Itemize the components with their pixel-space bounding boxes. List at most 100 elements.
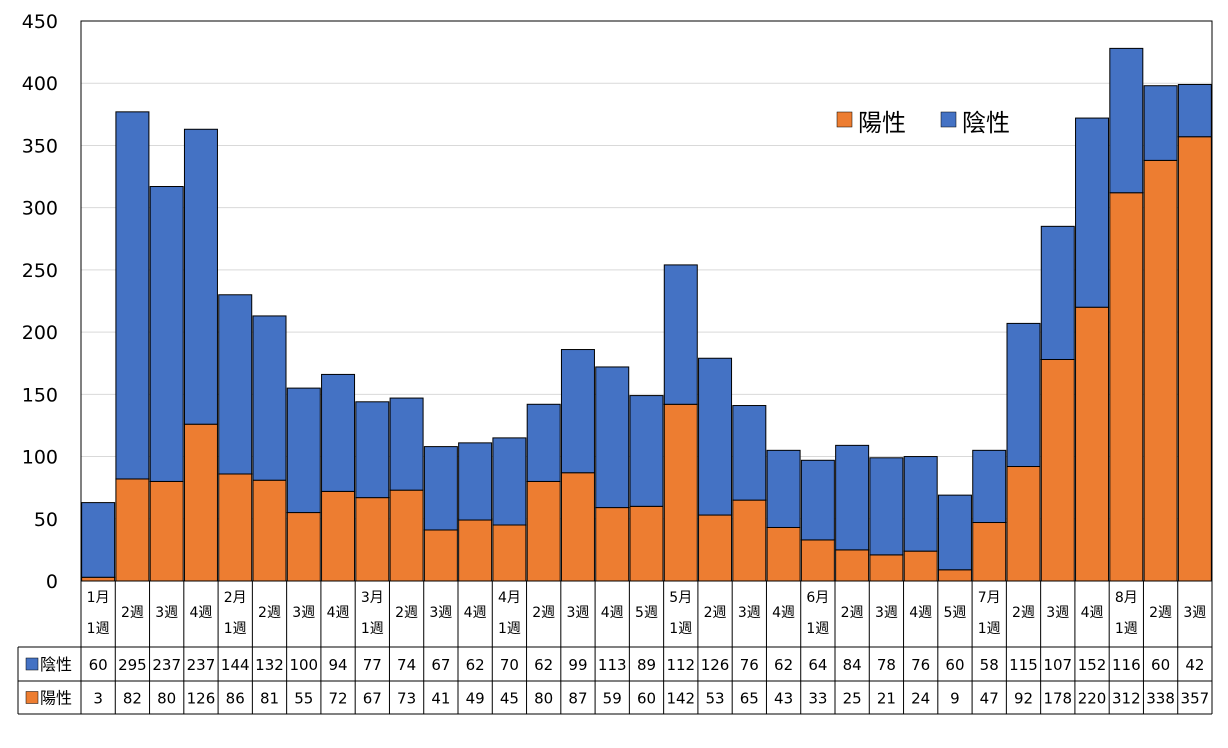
table-series-label: 陽性 xyxy=(40,689,72,708)
bar-positive xyxy=(869,554,904,582)
legend-label: 陰性 xyxy=(962,109,1010,137)
bar-negative xyxy=(252,315,287,481)
table-value: 67 xyxy=(363,690,382,708)
x-category-label: 1週 xyxy=(498,621,521,637)
table-legend-swatch xyxy=(25,691,39,704)
x-category-label: 1月 xyxy=(87,590,110,606)
table-value: 53 xyxy=(705,690,724,708)
bar-negative xyxy=(732,405,767,501)
y-tick-label: 0 xyxy=(46,571,58,593)
bar-negative xyxy=(81,502,116,578)
table-value: 42 xyxy=(1185,656,1204,674)
table-value: 24 xyxy=(911,690,930,708)
table-value: 99 xyxy=(568,656,587,674)
bar-negative xyxy=(492,437,527,526)
y-tick-label: 300 xyxy=(22,198,58,220)
bar-negative xyxy=(526,403,561,482)
bar-positive xyxy=(526,480,561,582)
x-category-label: 4週 xyxy=(327,605,350,621)
bar-positive xyxy=(1109,192,1144,582)
table-value: 237 xyxy=(187,656,216,674)
bar-negative xyxy=(1109,47,1144,194)
table-value: 80 xyxy=(534,690,553,708)
table-value: 33 xyxy=(808,690,827,708)
table-value: 77 xyxy=(363,656,382,674)
x-category-label: 1週 xyxy=(669,621,692,637)
table-value: 113 xyxy=(598,656,627,674)
x-category-label: 1週 xyxy=(1115,621,1138,637)
table-value: 62 xyxy=(466,656,485,674)
bar-positive xyxy=(972,522,1007,582)
table-value: 86 xyxy=(226,690,245,708)
bar-positive xyxy=(218,473,253,582)
table-value: 60 xyxy=(89,656,108,674)
table-value: 60 xyxy=(637,690,656,708)
table-value: 47 xyxy=(980,690,999,708)
bar-positive xyxy=(766,526,801,582)
table-value: 41 xyxy=(431,690,450,708)
table-value: 132 xyxy=(255,656,284,674)
table-value: 72 xyxy=(328,690,347,708)
bar-positive xyxy=(389,489,424,582)
x-category-label: 4月 xyxy=(498,590,521,606)
x-category-label: 6月 xyxy=(806,590,829,606)
table-value: 60 xyxy=(1151,656,1170,674)
bar-negative xyxy=(149,186,184,482)
bar-positive xyxy=(355,497,390,582)
x-category-label: 1週 xyxy=(224,621,247,637)
bar-positive xyxy=(423,529,458,582)
bar-negative xyxy=(355,401,390,499)
table-value: 58 xyxy=(980,656,999,674)
bar-positive xyxy=(835,549,870,582)
y-tick-label: 50 xyxy=(34,509,58,531)
table-legend-swatch xyxy=(25,657,39,671)
bar-negative xyxy=(800,459,835,541)
bar-negative xyxy=(835,444,870,551)
table-value: 92 xyxy=(1014,690,1033,708)
table-value: 59 xyxy=(603,690,622,708)
table-value: 237 xyxy=(152,656,181,674)
table-value: 220 xyxy=(1078,690,1107,708)
table-value: 76 xyxy=(911,656,930,674)
table-value: 65 xyxy=(740,690,759,708)
bar-positive xyxy=(629,505,664,582)
table-value: 126 xyxy=(187,690,216,708)
bar-negative xyxy=(903,456,938,552)
bar-positive xyxy=(698,514,733,582)
y-tick-label: 100 xyxy=(22,447,58,469)
x-category-label: 2週 xyxy=(1149,605,1172,621)
y-tick-label: 400 xyxy=(22,73,58,95)
table-value: 45 xyxy=(500,690,519,708)
table-value: 74 xyxy=(397,656,416,674)
table-value: 100 xyxy=(289,656,318,674)
table-value: 60 xyxy=(945,656,964,674)
bar-positive xyxy=(115,478,150,582)
x-category-label: 4週 xyxy=(772,605,795,621)
bar-negative xyxy=(1143,85,1178,161)
table-value: 142 xyxy=(666,690,695,708)
y-tick-label: 150 xyxy=(22,384,58,406)
bar-negative xyxy=(115,111,150,480)
table-value: 70 xyxy=(500,656,519,674)
x-category-label: 2週 xyxy=(258,605,281,621)
bar-negative xyxy=(663,264,698,405)
x-category-label: 2週 xyxy=(121,605,144,621)
bar-positive xyxy=(903,550,938,582)
bar-negative xyxy=(595,366,630,509)
bar-positive xyxy=(1075,306,1110,582)
bar-positive xyxy=(800,539,835,582)
x-category-label: 2週 xyxy=(1012,605,1035,621)
bar-positive xyxy=(937,569,972,582)
bar-positive xyxy=(458,519,493,582)
y-tick-label: 450 xyxy=(22,11,58,33)
table-value: 80 xyxy=(157,690,176,708)
table-value: 9 xyxy=(950,690,960,708)
bar-negative xyxy=(698,357,733,516)
table-value: 21 xyxy=(877,690,896,708)
table-value: 81 xyxy=(260,690,279,708)
x-category-label: 3週 xyxy=(429,605,452,621)
table-value: 116 xyxy=(1112,656,1141,674)
bar-negative xyxy=(1006,322,1041,468)
table-value: 126 xyxy=(701,656,730,674)
bar-positive xyxy=(732,499,767,582)
